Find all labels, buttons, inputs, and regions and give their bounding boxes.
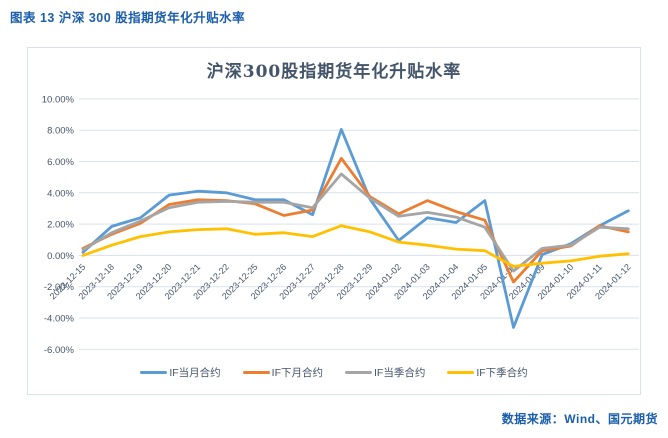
y-axis-tick-label: 4.00% xyxy=(47,188,74,199)
legend-item[interactable]: IF当月合约 xyxy=(140,365,221,380)
legend-item[interactable]: IF当季合约 xyxy=(345,365,425,380)
series-line xyxy=(81,157,630,284)
y-axis-tick-label: 10.00% xyxy=(42,94,75,105)
series-line xyxy=(81,172,630,273)
legend-label: IF当月合约 xyxy=(169,367,221,379)
legend-line-swatch xyxy=(242,370,270,375)
legend-line-swatch xyxy=(447,370,475,375)
legend-label: IF下季合约 xyxy=(476,367,528,379)
legend-label: IF当季合约 xyxy=(374,367,426,379)
y-axis-tick-label: -4.00% xyxy=(44,314,75,325)
legend-item[interactable]: IF下季合约 xyxy=(447,365,528,380)
y-axis-tick-label: 2.00% xyxy=(47,220,74,231)
data-source: 数据来源：Wind、国元期货 xyxy=(501,412,658,426)
y-axis-tick-label: 8.00% xyxy=(47,126,74,137)
figure-caption: 图表 13 沪深 300 股指期货年化升贴水率 xyxy=(10,11,246,25)
y-axis-tick-label: -2.00% xyxy=(44,282,75,293)
series-line xyxy=(81,128,630,329)
legend-line-swatch xyxy=(140,370,168,375)
series-line xyxy=(81,224,630,268)
legend-line-swatch xyxy=(345,370,372,375)
chart-legend: IF当月合约 IF下月合约 IF当季合约 IF下季合约 xyxy=(28,365,640,380)
chart-title: 沪深300股指期货年化升贴水率 xyxy=(206,62,462,82)
chart-frame: 沪深300股指期货年化升贴水率 10.00% 8.00% 6.00% 4.00% 2.0… xyxy=(27,47,641,395)
y-axis-tick-label: 0.00% xyxy=(47,251,74,262)
legend-label: IF下月合约 xyxy=(271,367,323,379)
legend-item[interactable]: IF下月合约 xyxy=(242,365,323,380)
line-chart-plot: 10.00% 8.00% 6.00% 4.00% 2.00% 0.00% -2.00% -4.… xyxy=(42,94,639,356)
y-axis-tick-label: -6.00% xyxy=(44,345,75,356)
y-axis-tick-label: 6.00% xyxy=(47,157,74,168)
